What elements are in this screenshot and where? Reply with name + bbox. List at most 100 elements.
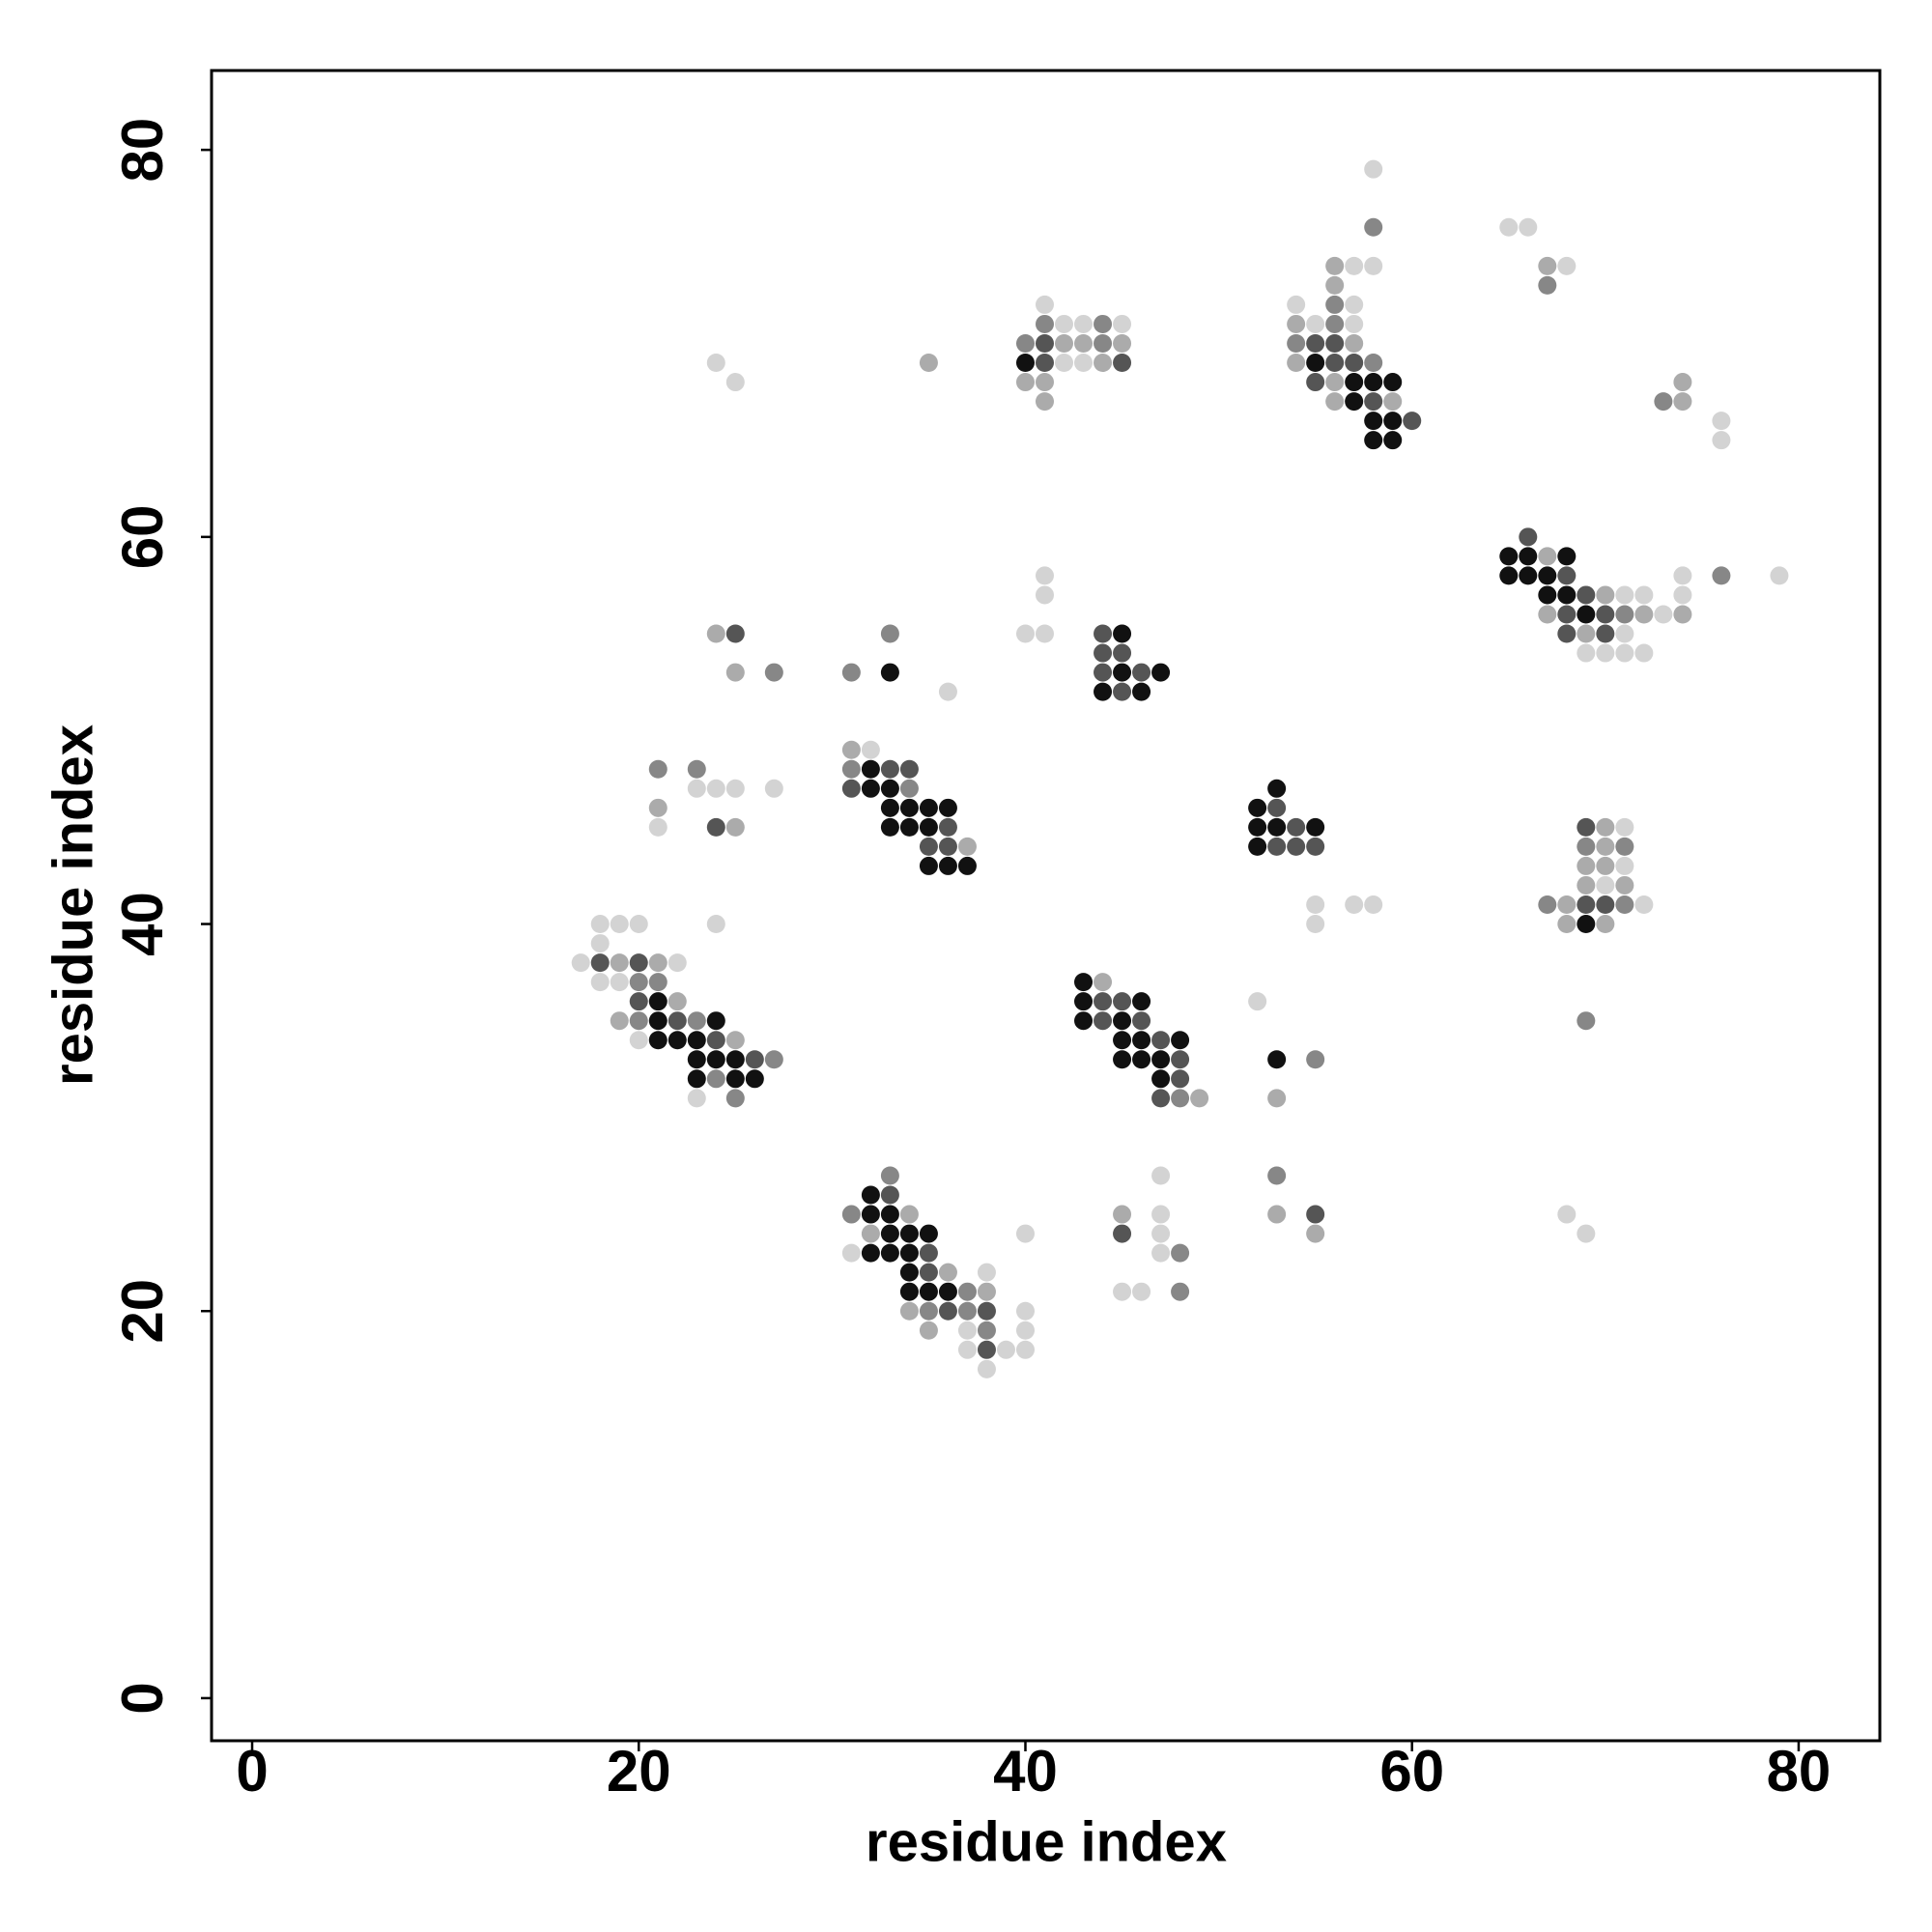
point: [919, 1321, 938, 1340]
point: [1345, 295, 1364, 314]
point: [1615, 856, 1634, 875]
point: [629, 973, 648, 992]
x-tick-label: 60: [1379, 1739, 1444, 1804]
y-axis-title: residue index: [42, 724, 104, 1086]
point: [1015, 354, 1035, 373]
point: [1094, 314, 1113, 333]
point: [1267, 817, 1287, 837]
point: [1538, 275, 1557, 295]
point: [706, 1069, 725, 1089]
point: [1113, 1282, 1132, 1301]
point: [1171, 1031, 1190, 1050]
point: [590, 915, 610, 934]
point: [1325, 373, 1345, 392]
y-tick-label: 80: [110, 118, 175, 183]
point: [1364, 256, 1383, 275]
point: [1113, 333, 1132, 353]
point: [861, 1205, 880, 1224]
y-tick-label: 20: [110, 1279, 175, 1344]
point: [1287, 333, 1306, 353]
point: [1035, 624, 1054, 643]
point: [745, 1069, 764, 1089]
point: [668, 992, 687, 1011]
point: [1364, 373, 1383, 392]
point: [1171, 1050, 1190, 1069]
point: [725, 1089, 745, 1108]
point: [1577, 817, 1596, 837]
point: [1519, 527, 1538, 547]
point: [1596, 605, 1615, 624]
point: [1035, 295, 1054, 314]
point: [1596, 817, 1615, 837]
x-axis-title: residue index: [866, 1810, 1227, 1873]
point: [687, 759, 706, 779]
point: [706, 1050, 725, 1069]
point: [1015, 1321, 1035, 1340]
point: [1499, 547, 1519, 566]
point: [1113, 354, 1132, 373]
point: [919, 1301, 938, 1321]
point: [1035, 585, 1054, 605]
point: [1538, 566, 1557, 585]
point: [1267, 779, 1287, 798]
point: [1113, 682, 1132, 701]
point: [571, 953, 590, 973]
point: [919, 354, 938, 373]
point: [1132, 1031, 1151, 1050]
point: [706, 817, 725, 837]
point: [1615, 624, 1634, 643]
point: [1287, 837, 1306, 856]
point: [1094, 354, 1113, 373]
point: [706, 354, 725, 373]
point: [938, 1282, 957, 1301]
point: [1615, 837, 1634, 856]
point: [1074, 1011, 1094, 1031]
point: [938, 1301, 957, 1321]
point: [919, 1282, 938, 1301]
point: [1151, 1205, 1171, 1224]
point: [1615, 817, 1634, 837]
point: [725, 817, 745, 837]
point: [1132, 682, 1151, 701]
point: [861, 1224, 880, 1243]
point: [687, 1031, 706, 1050]
point: [1325, 295, 1345, 314]
point: [648, 953, 668, 973]
point: [977, 1321, 996, 1340]
point: [1654, 605, 1673, 624]
point: [1306, 354, 1325, 373]
point: [919, 837, 938, 856]
point: [668, 1031, 687, 1050]
point: [1577, 895, 1596, 914]
point: [899, 817, 919, 837]
point: [1615, 585, 1634, 605]
point: [1557, 605, 1577, 624]
point: [1113, 1011, 1132, 1031]
point: [1577, 875, 1596, 895]
point: [1364, 895, 1383, 914]
point: [1673, 392, 1692, 412]
point: [1113, 1205, 1132, 1224]
point: [725, 1031, 745, 1050]
point: [977, 1263, 996, 1282]
y-tick-label: 40: [110, 892, 175, 956]
point: [861, 1185, 880, 1205]
point: [861, 740, 880, 759]
point: [687, 1089, 706, 1108]
point: [1094, 973, 1113, 992]
point: [1306, 333, 1325, 353]
point: [1557, 915, 1577, 934]
point: [1074, 973, 1094, 992]
point: [880, 1205, 899, 1224]
point: [1364, 412, 1383, 431]
point: [1634, 895, 1654, 914]
point: [1306, 314, 1325, 333]
point: [687, 1011, 706, 1031]
point: [919, 1224, 938, 1243]
point: [841, 663, 861, 682]
point: [648, 992, 668, 1011]
point: [1577, 1224, 1596, 1243]
point: [1113, 992, 1132, 1011]
point: [880, 779, 899, 798]
